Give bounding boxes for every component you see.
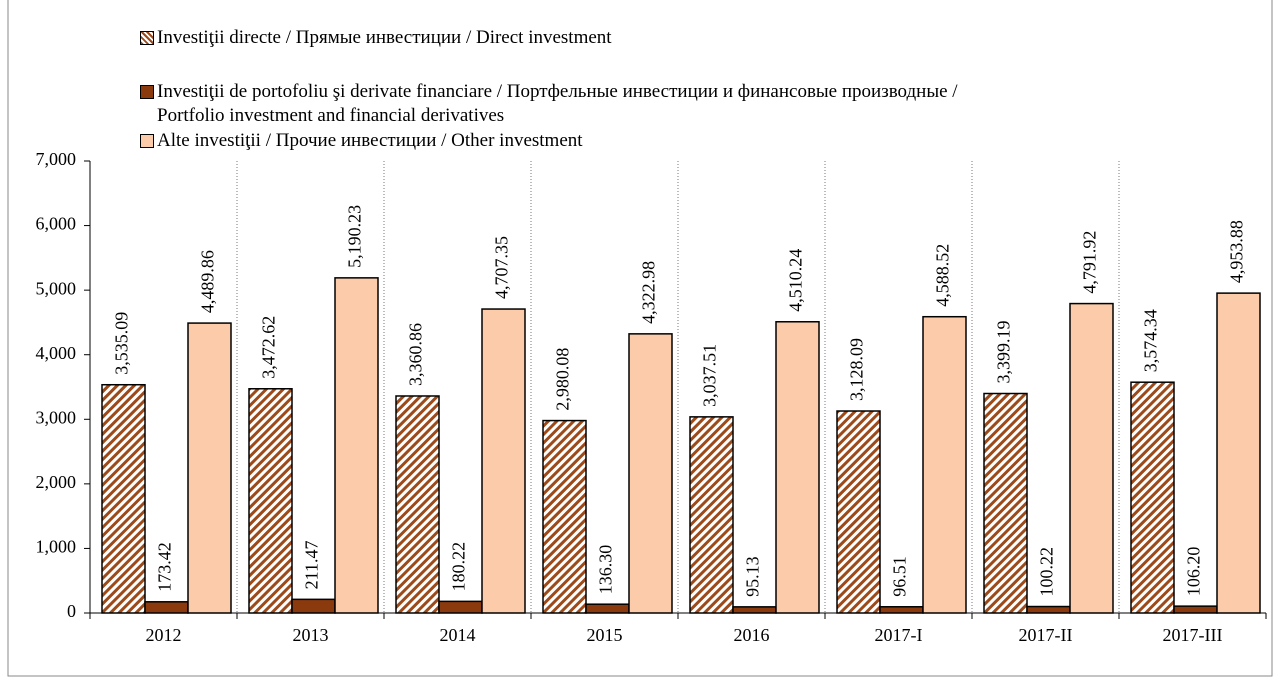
bar xyxy=(775,321,820,614)
value-label: 5,190.23 xyxy=(345,205,365,268)
value-label: 3,399.19 xyxy=(994,321,1014,384)
bar xyxy=(395,395,440,614)
value-label: 3,574.34 xyxy=(1141,309,1161,372)
value-label: 95.13 xyxy=(743,556,763,597)
x-tick-label: 2015 xyxy=(587,625,623,645)
y-tick-label: 1,000 xyxy=(36,537,77,557)
value-label: 4,510.24 xyxy=(786,249,806,312)
y-tick-label: 7,000 xyxy=(36,149,77,169)
bar xyxy=(248,388,293,614)
bar xyxy=(628,333,673,614)
value-label: 3,535.09 xyxy=(112,312,132,375)
value-label: 4,953.88 xyxy=(1227,220,1247,283)
x-tick-label: 2017-II xyxy=(1019,625,1073,645)
x-tick-label: 2016 xyxy=(734,625,770,645)
value-label: 4,489.86 xyxy=(198,250,218,313)
legend-swatch xyxy=(140,31,154,45)
legend-item: Investiţii directe / Прямые инвестиции /… xyxy=(140,26,612,50)
value-label: 4,322.98 xyxy=(639,261,659,324)
value-label: 3,360.86 xyxy=(406,323,426,386)
value-label: 3,128.09 xyxy=(847,338,867,401)
legend-swatch xyxy=(140,134,154,148)
chart-border xyxy=(7,0,1273,677)
legend-item: Alte investiţii / Прочие инвестиции / Ot… xyxy=(140,129,583,153)
bar xyxy=(144,601,189,614)
legend-label: Alte investiţii / Прочие инвестиции / Ot… xyxy=(157,130,583,151)
bar xyxy=(585,603,630,614)
y-tick-label: 0 xyxy=(67,601,76,621)
value-label: 4,791.92 xyxy=(1080,231,1100,294)
y-tick-label: 3,000 xyxy=(36,407,77,427)
bar xyxy=(1173,605,1218,614)
bar xyxy=(983,392,1028,614)
value-label: 211.47 xyxy=(302,541,322,590)
bar xyxy=(1130,381,1175,614)
value-label: 180.22 xyxy=(449,542,469,592)
x-tick-label: 2014 xyxy=(440,625,476,645)
legend-label: Investiţii directe / Прямые инвестиции /… xyxy=(157,27,612,48)
value-label: 3,472.62 xyxy=(259,316,279,379)
bar xyxy=(334,277,379,614)
bar xyxy=(187,322,232,614)
bar xyxy=(1069,302,1114,614)
value-label: 4,707.35 xyxy=(492,236,512,299)
x-tick-label: 2013 xyxy=(293,625,329,645)
value-label: 136.30 xyxy=(596,545,616,595)
legend-label: Investiţii de portofoliu şi derivate fin… xyxy=(157,81,958,126)
bar xyxy=(1216,292,1261,614)
bar xyxy=(689,416,734,614)
bar xyxy=(481,308,526,614)
y-tick-label: 4,000 xyxy=(36,343,77,363)
bar xyxy=(922,315,967,614)
value-label: 3,037.51 xyxy=(700,344,720,407)
bar xyxy=(291,598,336,614)
bar xyxy=(732,606,777,614)
bar xyxy=(542,419,587,614)
bar xyxy=(438,600,483,614)
x-tick-label: 2017-III xyxy=(1163,625,1223,645)
value-label: 2,980.08 xyxy=(553,348,573,411)
y-tick-label: 6,000 xyxy=(36,214,77,234)
bar xyxy=(101,383,146,614)
value-label: 106.20 xyxy=(1184,547,1204,597)
y-tick-label: 5,000 xyxy=(36,278,77,298)
bar xyxy=(879,606,924,614)
value-label: 4,588.52 xyxy=(933,244,953,307)
bar xyxy=(1026,605,1071,614)
y-tick-label: 2,000 xyxy=(36,472,77,492)
value-label: 96.51 xyxy=(890,556,910,597)
value-label: 100.22 xyxy=(1037,547,1057,597)
legend-swatch xyxy=(140,85,154,99)
legend-item: Investiţii de portofoliu şi derivate fin… xyxy=(140,80,958,128)
bar xyxy=(836,410,881,614)
x-tick-label: 2017-I xyxy=(875,625,923,645)
x-tick-label: 2012 xyxy=(146,625,182,645)
value-label: 173.42 xyxy=(155,542,175,592)
